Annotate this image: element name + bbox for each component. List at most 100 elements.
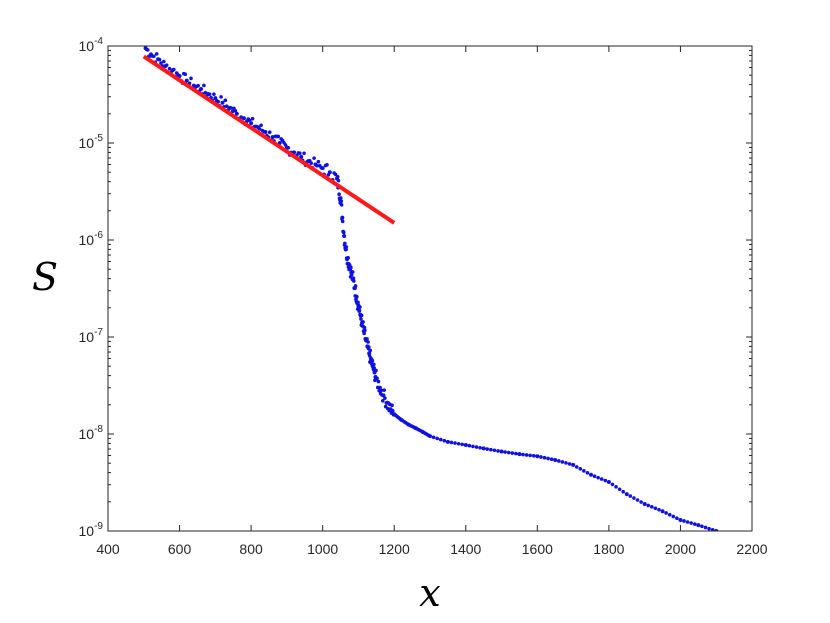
data-point — [578, 467, 583, 471]
data-point — [350, 270, 355, 274]
data-point — [478, 445, 482, 450]
data-point — [167, 66, 172, 71]
data-point — [557, 459, 561, 463]
fit-line-segment — [142, 54, 396, 225]
data-point — [539, 455, 543, 459]
data-point — [428, 434, 432, 439]
data-point — [445, 439, 450, 444]
data-point — [157, 57, 162, 62]
data-point — [383, 396, 387, 400]
data-point — [249, 121, 254, 126]
data-point — [286, 146, 291, 150]
data-point — [456, 441, 461, 446]
x-tick-label: 600 — [168, 541, 192, 557]
y-tick-label: 10-4 — [79, 36, 104, 54]
data-point — [372, 362, 376, 367]
y-tick-exponent: -9 — [94, 521, 103, 532]
data-point — [664, 511, 668, 515]
data-point — [325, 163, 329, 167]
data-point — [220, 100, 225, 105]
data-point — [344, 245, 349, 249]
data-point — [574, 465, 579, 469]
data-point — [474, 445, 479, 449]
data-point — [366, 340, 370, 344]
data-point — [376, 379, 381, 384]
data-point — [241, 116, 246, 121]
data-point — [337, 192, 341, 197]
data-point — [431, 435, 436, 440]
data-point — [343, 241, 347, 246]
data-point — [363, 328, 367, 333]
data-point — [358, 305, 362, 309]
data-point — [365, 337, 369, 341]
data-point — [621, 489, 625, 494]
data-point — [250, 116, 255, 121]
data-point — [506, 450, 511, 455]
data-point — [164, 63, 169, 67]
data-point — [542, 455, 547, 460]
y-tick-base: 10 — [79, 232, 95, 248]
data-point — [312, 156, 316, 160]
y-tick-base: 10 — [79, 38, 95, 54]
data-point — [353, 284, 358, 288]
y-tick-label: 10-6 — [79, 230, 104, 248]
data-point — [596, 475, 600, 480]
data-point — [567, 462, 572, 466]
y-tick-exponent: -8 — [94, 424, 103, 435]
data-point — [202, 83, 206, 88]
data-point — [435, 436, 439, 441]
data-point — [524, 453, 529, 457]
data-point — [707, 526, 711, 531]
data-point — [199, 87, 204, 92]
data-point — [382, 388, 387, 392]
x-tick-label: 1000 — [307, 541, 338, 557]
data-point — [390, 408, 395, 413]
data-point — [349, 273, 354, 277]
data-point — [159, 61, 163, 65]
data-point — [154, 52, 159, 56]
data-point — [549, 457, 554, 462]
data-point — [183, 72, 188, 77]
data-point — [510, 451, 515, 455]
data-point — [263, 129, 268, 134]
scatter-points — [143, 46, 719, 531]
data-point — [496, 449, 500, 453]
data-point — [374, 368, 378, 373]
data-point — [299, 154, 304, 159]
data-point — [357, 308, 362, 313]
data-point — [492, 448, 497, 453]
data-point — [338, 196, 343, 201]
data-point — [592, 474, 597, 479]
data-point — [223, 98, 228, 103]
data-point — [362, 331, 366, 336]
y-tick-label: 10-7 — [79, 327, 104, 345]
data-point — [270, 135, 275, 140]
data-point — [346, 255, 350, 260]
data-point — [361, 320, 365, 324]
data-point — [671, 514, 676, 519]
y-tick-label: 10-8 — [79, 424, 104, 442]
data-point — [438, 437, 443, 442]
data-point — [546, 456, 550, 461]
data-point — [660, 509, 665, 514]
data-point — [229, 106, 233, 110]
data-point — [320, 166, 325, 171]
data-point — [234, 111, 239, 116]
data-point — [316, 159, 321, 164]
data-point — [653, 506, 658, 511]
data-point — [375, 376, 379, 381]
data-point — [499, 449, 504, 454]
data-point — [177, 74, 182, 79]
data-point — [678, 517, 683, 522]
data-point — [172, 67, 176, 72]
data-point — [503, 450, 507, 454]
data-point — [628, 494, 633, 498]
data-point — [485, 447, 490, 451]
data-point — [351, 276, 356, 280]
data-point — [351, 279, 356, 283]
data-point — [196, 83, 200, 88]
data-point — [203, 90, 208, 95]
data-point — [267, 130, 272, 135]
data-point — [703, 525, 708, 530]
data-point — [212, 92, 216, 96]
